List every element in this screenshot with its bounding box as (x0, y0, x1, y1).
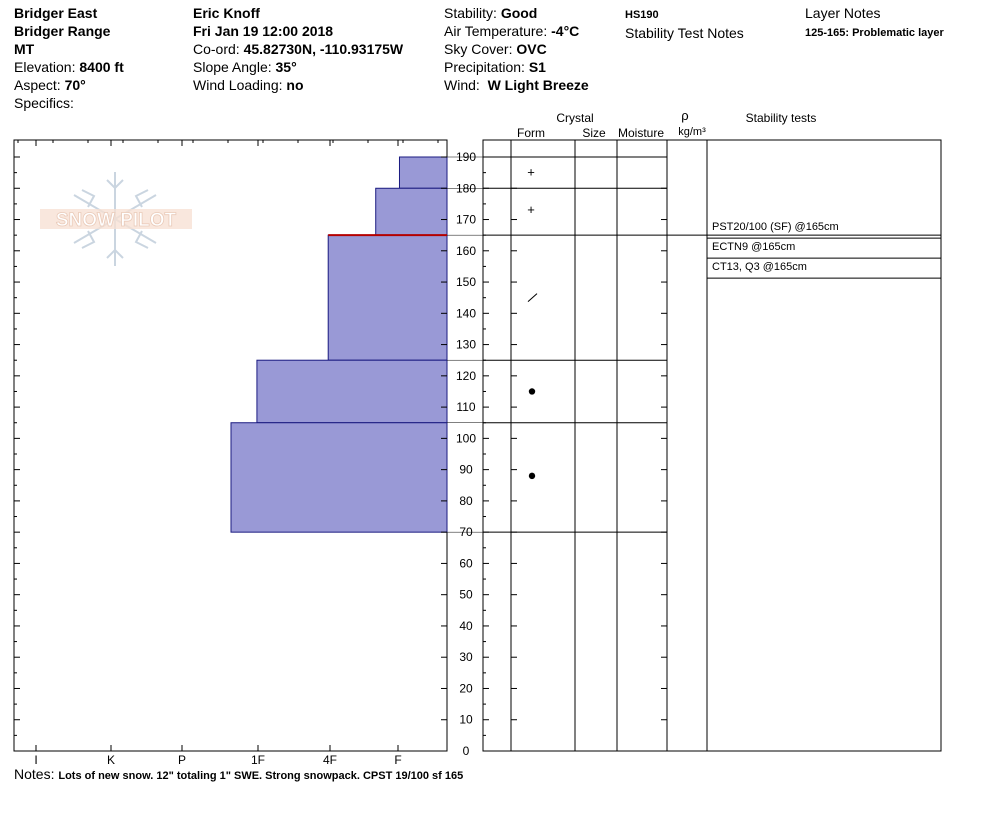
height-label-0: 0 (463, 744, 470, 758)
logo-text: SNOW PILOT (56, 210, 177, 231)
height-axis: 0102030405060708090100110120130140150160… (14, 150, 667, 758)
hardness-label-4F: 4F (323, 753, 337, 767)
location-name: Bridger East (14, 5, 98, 21)
crystal-table-frame (482, 139, 942, 752)
height-label-60: 60 (459, 556, 473, 570)
grain-symbol-3 (528, 388, 536, 395)
aspect-value: 70° (64, 77, 86, 93)
observer-block: Eric Knoff Fri Jan 19 12:00 2018 Co-ord:… (193, 4, 403, 94)
grain-symbol-4 (528, 472, 536, 480)
height-label-170: 170 (456, 213, 476, 227)
slope-label: Slope Angle: (193, 59, 272, 75)
hardness-label-K: K (107, 753, 115, 767)
aspect-label: Aspect: (14, 77, 61, 93)
grain-symbol-2 (527, 293, 538, 303)
hardness-label-F: F (394, 753, 401, 767)
size-header: Size (582, 126, 606, 140)
height-label-80: 80 (459, 494, 473, 508)
height-label-110: 110 (456, 400, 475, 414)
stability-value: Good (500, 5, 538, 21)
crystal-header: Crystal (556, 111, 593, 125)
air-temp-value: -4°C (551, 23, 580, 39)
hardness-layers (230, 156, 448, 533)
height-label-50: 50 (459, 588, 473, 602)
stability-test-notes-title: Stability Test Notes (625, 25, 744, 41)
hardness-layer-2 (327, 234, 448, 361)
height-label-120: 120 (456, 369, 476, 383)
height-label-30: 30 (459, 650, 473, 664)
observation-datetime: Fri Jan 19 12:00 2018 (193, 23, 334, 39)
stability-test-2: CT13, Q3 @165cm (712, 261, 807, 273)
observer-name: Eric Knoff (193, 5, 260, 21)
height-label-90: 90 (459, 463, 473, 477)
wind-loading-value: no (286, 77, 304, 93)
form-header: Form (517, 126, 545, 140)
hardness-layer-3 (256, 359, 448, 424)
hardness-layer-4 (230, 422, 448, 533)
snowflake-icon (73, 172, 157, 266)
height-label-100: 100 (456, 431, 476, 445)
hardness-label-1F: 1F (251, 753, 265, 767)
grain-symbol-0: + (527, 165, 535, 180)
snowpilot-logo: SNOW PILOT (40, 172, 192, 266)
layer-notes-block: Layer Notes 125-165: Problematic layer (805, 4, 944, 42)
layer-boundary-lines (447, 156, 941, 533)
notes-text: Lots of new snow. 12" totaling 1" SWE. S… (58, 770, 464, 782)
location-block: Bridger East Bridger Range MT Elevation:… (14, 4, 124, 112)
stability-tests-header: Stability tests (746, 111, 817, 125)
elevation-value: 8400 ft (79, 59, 124, 75)
grain-symbols: ++ (527, 165, 538, 480)
range-name: Bridger Range (14, 23, 111, 39)
hardness-ticks: I K P 1F 4F F (17, 140, 439, 767)
moisture-header: Moisture (618, 126, 664, 140)
stability-test-1: ECTN9 @165cm (712, 241, 795, 253)
stability-test-list: PST20/100 (SF) @165cm ECTN9 @165cm CT13, Q… (707, 221, 941, 279)
height-label-140: 140 (456, 306, 476, 320)
hardness-label-P: P (178, 753, 186, 767)
hs-value: HS190 (625, 9, 659, 21)
height-label-40: 40 (459, 619, 473, 633)
coord-label: Co-ord: (193, 41, 240, 57)
rho-header: ρ (681, 108, 688, 123)
precip-label: Precipitation: (444, 59, 525, 75)
height-label-160: 160 (456, 244, 476, 258)
stability-label: Stability: (444, 5, 497, 21)
height-label-150: 150 (456, 275, 476, 289)
layer-notes-title: Layer Notes (805, 5, 881, 21)
air-temp-label: Air Temperature: (444, 23, 548, 39)
conditions-block: Stability: Good Air Temperature: -4°C Sk… (444, 4, 589, 94)
notes-label: Notes: (14, 766, 55, 782)
coord-value: 45.82730N, -110.93175W (243, 41, 404, 57)
density-unit-header: kg/m³ (678, 126, 706, 138)
specifics-label: Specifics: (14, 95, 74, 111)
hardness-layer-1 (375, 187, 448, 236)
hardness-layer-0 (398, 156, 448, 189)
hardness-label-I: I (34, 753, 37, 767)
sky-value: OVC (516, 41, 547, 57)
notes-line: Notes: Lots of new snow. 12" totaling 1"… (14, 766, 463, 782)
state-name: MT (14, 41, 35, 57)
stability-test-0: PST20/100 (SF) @165cm (712, 221, 839, 233)
wind-value: W Light Breeze (487, 77, 589, 93)
slope-value: 35° (275, 59, 297, 75)
grain-symbol-1: + (527, 202, 535, 217)
test-notes-block: HS190 Stability Test Notes (625, 4, 744, 42)
precip-value: S1 (528, 59, 546, 75)
wind-loading-label: Wind Loading: (193, 77, 283, 93)
height-label-20: 20 (459, 681, 473, 695)
layer-note: 125-165: Problematic layer (805, 27, 944, 39)
elevation-label: Elevation: (14, 59, 76, 75)
sky-label: Sky Cover: (444, 41, 513, 57)
wind-label: Wind: (444, 77, 480, 93)
height-label-130: 130 (456, 338, 476, 352)
height-label-10: 10 (459, 713, 473, 727)
